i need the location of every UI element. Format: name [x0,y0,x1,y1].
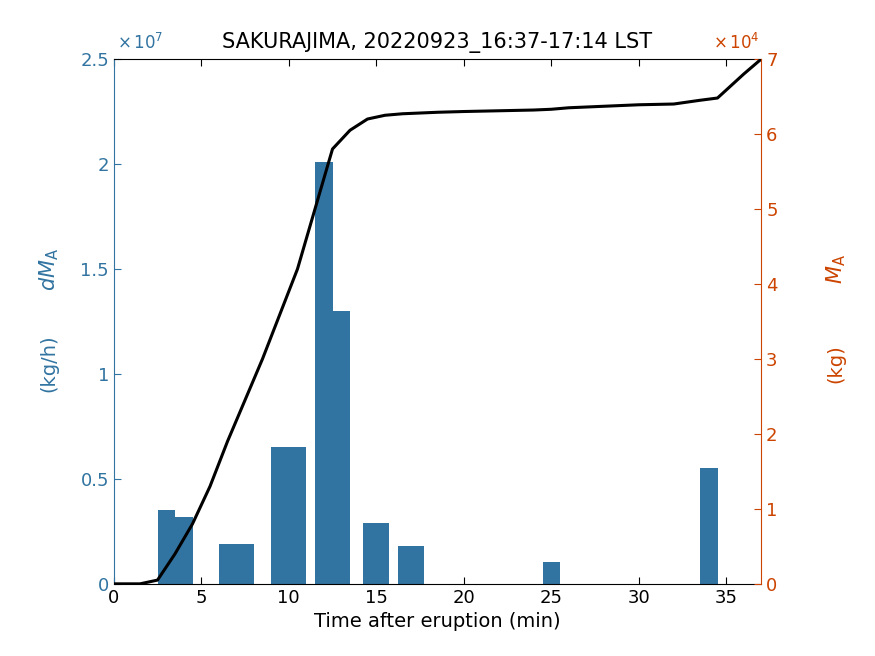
Text: $\times\,10^7$: $\times\,10^7$ [117,33,164,52]
Bar [175,517,192,584]
Bar [315,162,332,584]
Text: (kg/h): (kg/h) [39,335,59,392]
Text: $M_{\rm A}$: $M_{\rm A}$ [824,254,848,284]
Bar [363,523,389,584]
Bar [700,468,717,584]
Text: $dM_{\rm A}$: $dM_{\rm A}$ [38,247,60,291]
Text: (kg): (kg) [826,344,845,383]
Bar [271,447,306,584]
Bar [332,311,350,584]
Text: $\times\,10^4$: $\times\,10^4$ [712,33,760,52]
Bar [158,510,175,584]
Bar [219,544,254,584]
X-axis label: Time after eruption (min): Time after eruption (min) [314,612,561,631]
Bar [398,546,424,584]
Bar [542,562,560,584]
Title: SAKURAJIMA, 20220923_16:37-17:14 LST: SAKURAJIMA, 20220923_16:37-17:14 LST [222,32,653,53]
